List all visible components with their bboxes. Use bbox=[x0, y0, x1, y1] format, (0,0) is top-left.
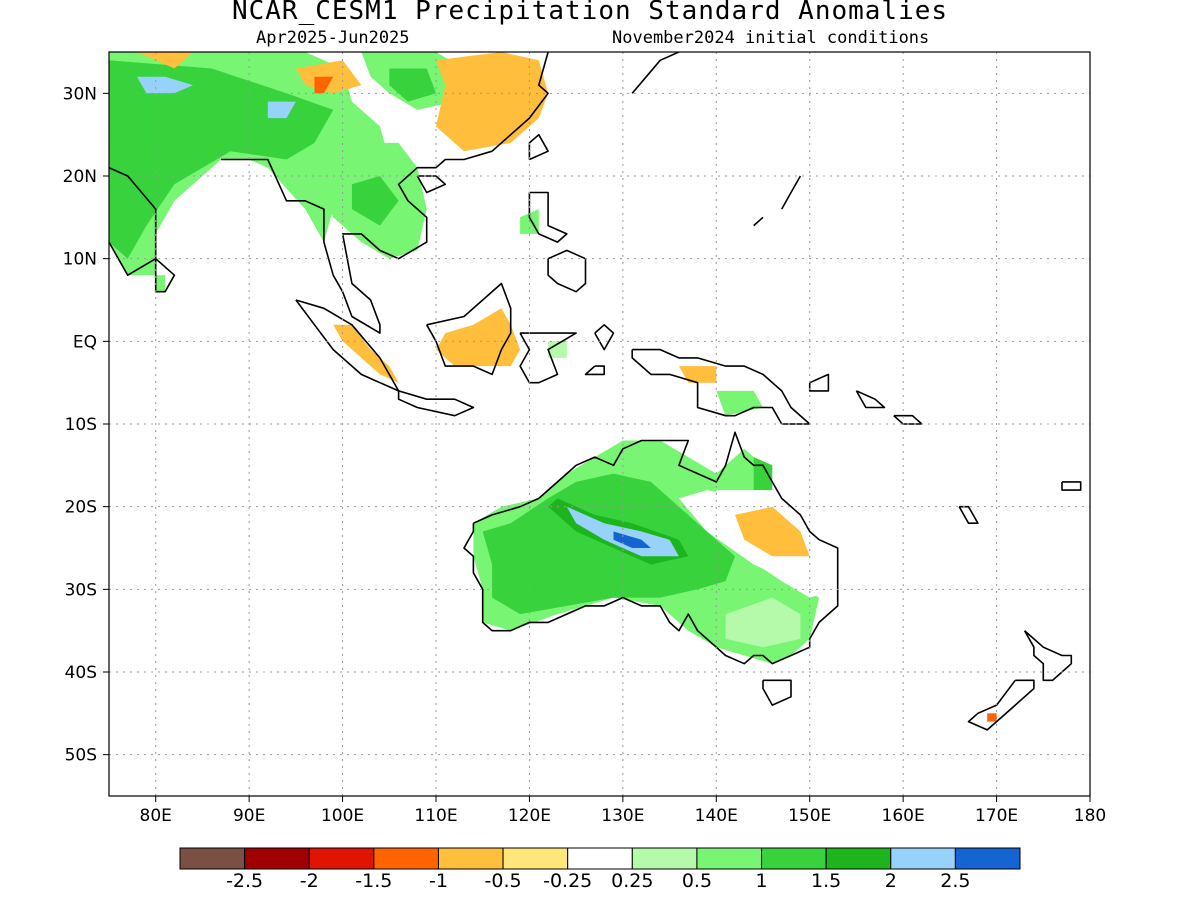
lon-tick-label: 80E bbox=[140, 806, 172, 826]
map-title: NCAR_CESM1 Precipitation Standard Anomal… bbox=[231, 0, 949, 26]
colorbar-swatch-10 bbox=[825, 847, 892, 870]
anomaly-region-6 bbox=[351, 176, 399, 226]
lat-tick-label: 40S bbox=[65, 663, 97, 683]
colorbar-swatch-5 bbox=[502, 847, 569, 870]
colorbar-swatch-1 bbox=[244, 847, 310, 870]
lon-tick-label: 150E bbox=[788, 806, 831, 826]
anomaly-region-17 bbox=[548, 341, 567, 358]
anomaly-region-29 bbox=[987, 713, 997, 722]
anomaly-region-27 bbox=[735, 506, 810, 557]
coastline-7 bbox=[426, 282, 512, 376]
colorbar-label: -1 bbox=[428, 870, 448, 892]
graticule bbox=[109, 52, 1090, 796]
colorbar-label: -2 bbox=[299, 870, 319, 892]
colorbar-label: -2.5 bbox=[226, 870, 264, 892]
lon-tick-label: 130E bbox=[601, 806, 644, 826]
colorbar-label: 1.5 bbox=[811, 870, 842, 892]
colorbar-label: 2.5 bbox=[940, 870, 971, 892]
coastline-1 bbox=[154, 258, 176, 293]
lon-tick-label: 140E bbox=[695, 806, 738, 826]
colorbar bbox=[179, 847, 1021, 870]
anomaly-region-3 bbox=[137, 76, 194, 94]
lat-tick-label: 20S bbox=[65, 498, 97, 518]
lon-tick-label: 110E bbox=[414, 806, 457, 826]
lat-tick-label: 50S bbox=[65, 746, 97, 766]
coastline-4 bbox=[416, 175, 447, 194]
forecast-period: Apr2025-Jun2025 bbox=[256, 28, 410, 48]
anomaly-region-2 bbox=[109, 68, 156, 176]
lon-tick-label: 100E bbox=[321, 806, 364, 826]
lat-tick-label: 20N bbox=[63, 167, 97, 187]
coastline-25 bbox=[631, 52, 680, 94]
coastline-3 bbox=[528, 133, 549, 161]
lat-tick-label: 10S bbox=[65, 415, 97, 435]
lon-tick-label: 180 bbox=[1074, 806, 1106, 826]
coastline-2 bbox=[221, 52, 549, 334]
colorbar-label: -1.5 bbox=[355, 870, 393, 892]
anomaly-region-23 bbox=[566, 506, 679, 557]
coastline-21 bbox=[958, 505, 979, 525]
coastline-18 bbox=[762, 679, 792, 706]
colorbar-swatch-2 bbox=[308, 847, 375, 870]
coastline-9 bbox=[528, 191, 568, 243]
anomaly-region-19 bbox=[716, 390, 763, 416]
initial-conditions: November2024 initial conditions bbox=[612, 28, 930, 48]
anomaly-region-9 bbox=[436, 52, 549, 152]
coastline-20 bbox=[967, 679, 1035, 731]
anomaly-region-16 bbox=[333, 324, 399, 383]
coastline-19 bbox=[1023, 630, 1073, 682]
axis-labels: 80E 90E 100E 110E 120E 130E 140E 150E 160E 170E 18… bbox=[63, 84, 1107, 826]
colorbar-label: 1 bbox=[755, 870, 768, 892]
coastline-11 bbox=[594, 323, 615, 351]
lat-tick-label: 30N bbox=[63, 84, 97, 104]
colorbar-swatch-9 bbox=[761, 847, 827, 870]
colorbar-label: 2 bbox=[884, 870, 897, 892]
coastline-8 bbox=[519, 332, 577, 384]
anomaly-region-14 bbox=[155, 275, 166, 292]
lon-tick-label: 120E bbox=[508, 806, 551, 826]
anomaly-region-15 bbox=[436, 308, 521, 367]
coastline-13 bbox=[631, 348, 811, 425]
colorbar-label: 0.25 bbox=[611, 870, 654, 892]
lat-tick-label: 30S bbox=[65, 580, 97, 600]
colorbar-swatch-0 bbox=[179, 847, 246, 870]
coastline-23 bbox=[753, 216, 764, 227]
colorbar-swatch-8 bbox=[696, 847, 763, 870]
lon-tick-label: 170E bbox=[975, 806, 1018, 826]
coastline-6 bbox=[397, 390, 475, 417]
lon-tick-label: 160E bbox=[882, 806, 925, 826]
coastline-10 bbox=[547, 249, 587, 293]
coastline-17 bbox=[463, 431, 839, 665]
colorbar-swatch-6 bbox=[567, 847, 633, 870]
anomaly-region-12 bbox=[137, 52, 194, 69]
lat-tick-label: EQ bbox=[73, 332, 97, 352]
anomaly-region-25 bbox=[753, 457, 773, 491]
anomaly-region-11 bbox=[314, 76, 334, 94]
colorbar-label: -0.5 bbox=[484, 870, 522, 892]
anomaly-region-4 bbox=[267, 101, 296, 119]
colorbar-swatch-11 bbox=[890, 847, 956, 870]
coastline-12 bbox=[584, 365, 606, 376]
colorbar-swatch-3 bbox=[373, 847, 439, 870]
colorbar-swatch-4 bbox=[437, 847, 504, 870]
colorbar-label: 0.5 bbox=[681, 870, 713, 892]
colorbar-swatch-12 bbox=[954, 847, 1021, 870]
anomaly-region-28 bbox=[725, 597, 801, 648]
lat-tick-label: 10N bbox=[63, 250, 97, 270]
coastline-0 bbox=[109, 166, 157, 277]
coastline-22 bbox=[1061, 481, 1082, 491]
coastline-14 bbox=[808, 373, 830, 392]
coastline-16 bbox=[893, 414, 923, 425]
colorbar-swatch-7 bbox=[631, 847, 698, 870]
lon-tick-label: 90E bbox=[233, 806, 265, 826]
anomaly-region-18 bbox=[678, 366, 717, 383]
coastline-24 bbox=[781, 175, 802, 210]
coastline-15 bbox=[855, 390, 886, 409]
coastline-5 bbox=[295, 299, 400, 392]
colorbar-label: -0.25 bbox=[543, 870, 593, 892]
